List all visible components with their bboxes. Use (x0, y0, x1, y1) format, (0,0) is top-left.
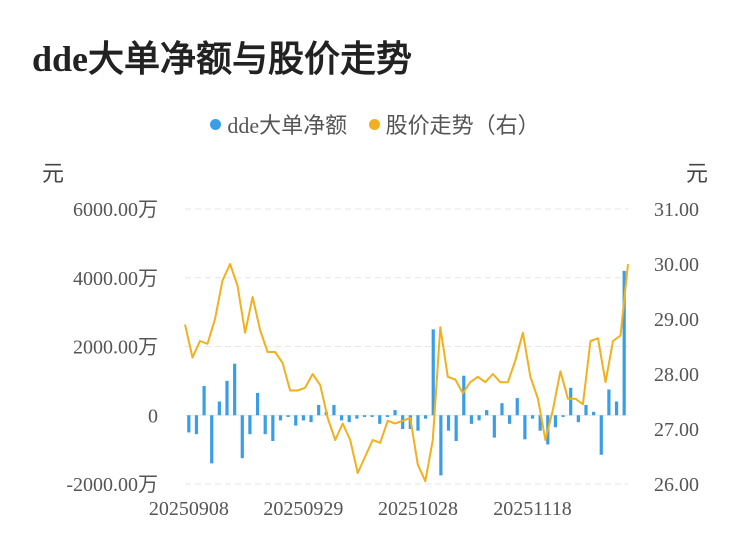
dde-bar (454, 415, 458, 442)
dde-bar (317, 404, 321, 416)
x-tick-label: 20250929 (263, 498, 343, 520)
y-left-tick-label: 0 (148, 405, 158, 427)
dde-bar (508, 415, 512, 424)
dde-bar (599, 415, 603, 455)
dde-bar (622, 270, 626, 416)
legend-label: 股价走势（右） (385, 113, 540, 138)
price-line (184, 263, 629, 483)
dde-bar (332, 404, 336, 416)
dde-bar (210, 415, 214, 464)
dde-bar (294, 415, 298, 426)
y-right-tick-label: 31.00 (654, 199, 699, 221)
dde-bar (523, 415, 527, 440)
dde-bar (233, 363, 237, 416)
dde-bar (202, 386, 206, 416)
dde-bar (462, 375, 466, 416)
dde-bar (439, 415, 443, 476)
legend-item-price[interactable]: 股价走势（右） (368, 108, 540, 140)
left-axis-unit: 元 (42, 161, 65, 186)
legend-label: dde大单净额 (227, 113, 348, 138)
dde-bar (515, 398, 519, 416)
page-title: dde大单净额与股价走势 (32, 39, 413, 79)
dde-bar (339, 415, 344, 421)
y-right-tick-label: 28.00 (654, 364, 699, 386)
y-right-tick-label: 30.00 (654, 254, 699, 276)
x-tick-label: 20251028 (378, 498, 458, 520)
dde-bar (240, 415, 244, 459)
legend-dot-icon (210, 119, 222, 130)
dde-bar (263, 415, 267, 435)
dde-bar (362, 415, 367, 417)
dde-bar (530, 415, 535, 419)
dde-bar (576, 415, 580, 423)
dde-bar (614, 401, 619, 416)
dde-bar (584, 404, 588, 416)
dde-bar (378, 415, 382, 424)
x-tick-label: 20251118 (493, 498, 572, 520)
dde-bar (469, 415, 474, 424)
x-tick-label: 20250908 (149, 498, 229, 520)
chart-legend: dde大单净额 股价走势（右） (0, 108, 750, 140)
y-left-tick-label: 6000.00万 (73, 199, 158, 221)
dde-bar (355, 415, 359, 419)
legend-dot-icon (368, 119, 380, 130)
dde-bar (301, 415, 305, 421)
dde-bar (485, 410, 489, 416)
dde-bar (569, 387, 573, 416)
right-axis-unit: 元 (685, 161, 708, 186)
legend-item-dde[interactable]: dde大单净额 (210, 108, 347, 140)
dde-bar (271, 415, 275, 442)
dde-bar (592, 411, 596, 416)
dde-bar (370, 415, 374, 417)
y-left-tick-label: -2000.00万 (66, 474, 158, 496)
dde-bar (538, 415, 542, 431)
y-right-tick-label: 26.00 (654, 474, 699, 496)
dde-bar (561, 415, 565, 417)
dde-bar (309, 415, 313, 423)
dde-bar (393, 410, 397, 416)
y-right-tick-label: 29.00 (654, 309, 699, 331)
dde-bar (446, 415, 451, 431)
dde-bar (423, 415, 428, 419)
dde-bar (553, 415, 558, 428)
dde-bar (194, 415, 199, 435)
y-right-tick-label: 27.00 (654, 419, 699, 441)
dde-bar (477, 415, 481, 421)
dde-bar (431, 329, 435, 416)
dde-bar (416, 415, 420, 431)
dde-bar (187, 415, 191, 433)
dde-bar (607, 389, 611, 416)
dde-bar (248, 415, 252, 435)
dde-bar (255, 392, 260, 416)
dde-bar (347, 415, 351, 423)
dde-bar (401, 415, 405, 429)
dde-bar (278, 415, 283, 421)
y-left-tick-label: 4000.00万 (73, 268, 158, 290)
dde-bar (385, 415, 390, 417)
dde-bar (225, 380, 229, 416)
dde-bar (492, 415, 496, 438)
dde-bar (286, 415, 290, 417)
dde-bar (500, 403, 504, 416)
y-left-tick-label: 2000.00万 (73, 337, 158, 359)
dde-bar (217, 401, 221, 416)
